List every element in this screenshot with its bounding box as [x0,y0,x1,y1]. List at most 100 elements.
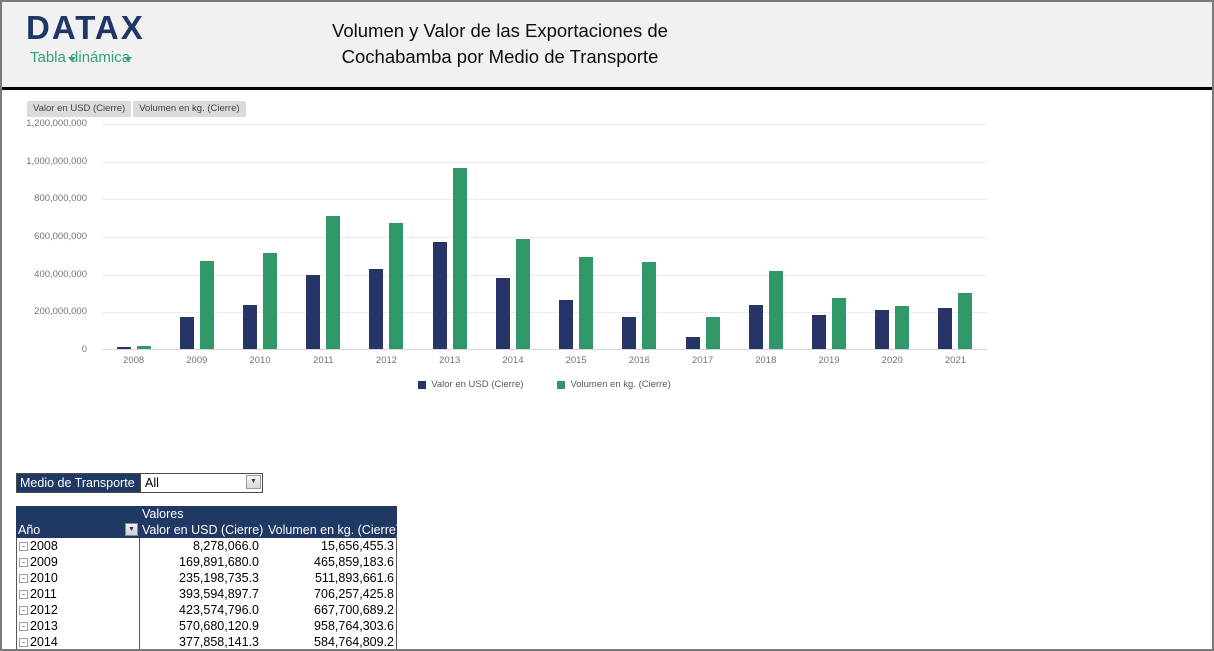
x-tick-label-2020: 2020 [881,355,903,366]
usd-value-cell: 8,278,066.0 [192,539,259,553]
bars-2014 [481,124,544,349]
table-row-2010: -2010 235,198,735.3 511,893,661.6 [17,570,396,586]
x-tick-label-2012: 2012 [375,355,398,366]
dropdown-arrow-icon[interactable]: ▼ [246,475,261,489]
bar-2010-Volumen en kg. (Cierre) [263,253,278,349]
ano-filter-dropdown-icon[interactable]: ▼ [125,523,138,536]
x-tick-label-2008: 2008 [123,355,145,366]
values-group-header: Valores [142,507,184,521]
header-band: DATAX Tabla dinámica Volumen y Valor de … [2,2,1212,90]
bar-2012-Valor en USD (Cierre) [369,269,384,349]
transport-filter-dropdown[interactable]: All ▼ [140,474,262,492]
usd-value-cell: 377,858,141.3 [179,635,259,649]
bar-2020-Valor en USD (Cierre) [875,310,890,349]
page-title-line2: Cochabamba por Medio de Transporte [341,46,659,67]
x-tick-label-2021: 2021 [944,355,967,366]
table-row-2012: -2012 423,574,796.0 667,700,689.2 [17,602,396,618]
bars-2013 [418,124,481,349]
logo-block: DATAX Tabla dinámica [26,10,145,67]
table-row-2008: -2008 8,278,066.0 15,656,455.3 [17,538,396,554]
bar-2011-Volumen en kg. (Cierre) [326,216,341,349]
logo-tick-icon [68,57,76,62]
x-tick-label-2016: 2016 [628,355,650,366]
transport-filter-value: All [145,476,159,490]
bar-2021-Valor en USD (Cierre) [938,308,953,349]
chart-field-buttons: Valor en USD (Cierre) Volumen en kg. (Ci… [27,101,246,117]
y-tick-label: 1,000,000,000 [26,155,87,167]
year-label: 2011 [30,587,57,601]
collapse-icon[interactable]: - [19,557,28,567]
logo-tick-icon [124,57,132,62]
x-tick-label-2011: 2011 [313,355,334,366]
bars-2010 [228,124,291,349]
bars-2018 [734,124,797,349]
table-row-2009: -2009 169,891,680.0 465,859,183.6 [17,554,396,570]
collapse-icon[interactable]: - [19,589,28,599]
bar-group-2011 [292,124,355,349]
bar-group-2019 [797,124,860,349]
y-tick-label: 200,000,000 [34,306,87,318]
bars-2008 [102,124,165,349]
table-row-2013: -2013 570,680,120.9 958,764,303.6 [17,618,396,634]
bar-group-2021 [924,124,987,349]
collapse-icon[interactable]: - [19,605,28,615]
year-cell: -2009 [17,554,140,570]
x-tick-label-2015: 2015 [565,355,587,366]
collapse-icon[interactable]: - [19,637,28,647]
collapse-icon[interactable]: - [19,621,28,631]
column-header-ano: Año ▼ [16,522,140,538]
bar-2020-Volumen en kg. (Cierre) [895,306,910,349]
collapse-icon[interactable]: - [19,541,28,551]
bars-2021 [924,124,987,349]
chart-plot-area [102,124,987,350]
bar-2014-Valor en USD (Cierre) [495,278,510,349]
kg-value-cell: 958,764,303.6 [314,619,394,633]
x-tick-label-2019: 2019 [818,355,840,366]
field-button-valor-usd[interactable]: Valor en USD (Cierre) [27,101,132,117]
bar-2014-Volumen en kg. (Cierre) [515,239,530,349]
legend-swatch-icon [557,380,566,389]
bar-group-2014 [481,124,544,349]
bars-2009 [165,124,228,349]
bars-2019 [797,124,860,349]
gridline [102,237,987,238]
table-row-2014: -2014 377,858,141.3 584,764,809.2 [17,634,396,649]
bar-group-2009 [165,124,228,349]
year-cell: -2012 [17,602,140,618]
bar-group-2015 [545,124,608,349]
y-tick-label: 800,000,000 [34,193,87,205]
bars-2017 [671,124,734,349]
bar-2017-Valor en USD (Cierre) [685,337,700,349]
field-button-volumen-kg[interactable]: Volumen en kg. (Cierre) [133,101,246,117]
collapse-icon[interactable]: - [19,573,28,583]
x-tick-label-2009: 2009 [186,355,208,366]
bar-2012-Volumen en kg. (Cierre) [389,223,404,349]
usd-value-cell: 393,594,897.7 [179,587,259,601]
bar-2018-Volumen en kg. (Cierre) [768,271,783,349]
pivot-table: Valores Año ▼ Valor en USD (Cierre) Volu… [16,506,400,649]
year-label: 2014 [30,635,58,649]
bar-group-2020 [861,124,924,349]
year-cell: -2008 [17,538,140,554]
x-axis-labels: 2008 2009 2010 2011 2012 2013 2014 2015 2016 2017… [102,355,987,366]
x-tick-label-2013: 2013 [439,355,461,366]
bars-2015 [545,124,608,349]
bar-2013-Volumen en kg. (Cierre) [452,168,467,349]
x-tick-label-2018: 2018 [755,355,777,366]
x-tick-label-2017: 2017 [692,355,714,366]
y-axis-labels: 1,200,000,000 1,000,000,000 800,000,000 600… [2,119,87,355]
legend-label: Volumen en kg. (Cierre) [570,379,671,390]
kg-value-cell: 15,656,455.3 [321,539,394,553]
legend-swatch-icon [418,380,427,389]
bar-2016-Volumen en kg. (Cierre) [642,262,657,349]
pivot-table-header: Valores Año ▼ Valor en USD (Cierre) Volu… [16,506,400,538]
gridline [102,161,987,163]
bar-group-2008 [102,124,165,349]
pivot-table-body: -2008 8,278,066.0 15,656,455.3-2009 169,891… [16,538,397,649]
bar-2015-Valor en USD (Cierre) [559,300,574,349]
bar-2016-Valor en USD (Cierre) [622,317,637,349]
bar-2011-Valor en USD (Cierre) [306,275,321,349]
gridline [102,312,987,314]
year-label: 2010 [30,571,58,585]
bar-2021-Volumen en kg. (Cierre) [958,293,973,349]
